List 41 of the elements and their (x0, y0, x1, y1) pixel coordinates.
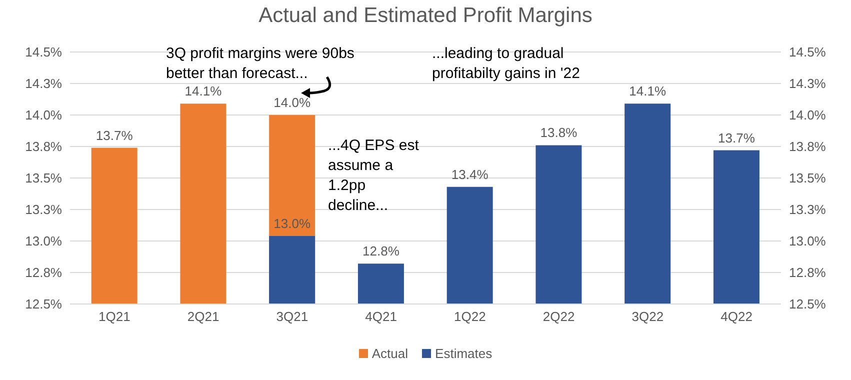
data-label: 14.1% (184, 84, 222, 99)
x-tick-label: 1Q22 (454, 309, 486, 324)
y-tick-label: 13.8% (25, 139, 62, 154)
y-tick-label: 13.5% (25, 170, 62, 186)
y2-tick-label: 12.8% (789, 265, 826, 280)
legend-label: Estimates (434, 346, 492, 361)
y2-tick-label: 14.0% (789, 108, 826, 123)
annotation: 3Q profit margins were 90bs better than forecast... (166, 44, 354, 84)
data-label: 13.7% (718, 130, 756, 146)
y2-tick-label: 13.5% (789, 170, 826, 186)
data-label: 13.4% (451, 166, 489, 182)
annotation: ...4Q EPS est assume a 1.2pp decline... (328, 136, 419, 216)
y-tick-label: 14.5% (25, 44, 62, 60)
data-label: 12.8% (362, 244, 400, 259)
x-tick-label: 4Q21 (365, 309, 397, 324)
data-label: 13.0% (274, 216, 311, 231)
y-tick-label: 14.0% (25, 108, 62, 123)
y2-tick-label: 13.3% (789, 202, 826, 218)
y2-tick-label: 12.5% (789, 296, 826, 312)
data-label: 13.7% (96, 128, 134, 143)
y2-tick-label: 13.8% (789, 139, 826, 154)
y2-tick-label: 14.3% (789, 76, 826, 92)
data-label: 14.1% (629, 84, 666, 99)
x-tick-label: 1Q21 (98, 309, 130, 324)
chart-title: Actual and Estimated Profit Margins (258, 4, 594, 28)
y-tick-label: 12.5% (25, 296, 62, 312)
x-tick-label: 2Q21 (187, 309, 220, 324)
y-tick-label: 13.0% (25, 234, 62, 249)
y-tick-label: 14.3% (25, 76, 62, 92)
legend-label: Actual (370, 346, 408, 361)
y-tick-label: 13.3% (25, 202, 62, 218)
data-label: 14.0% (274, 95, 311, 110)
y-tick-label: 12.8% (25, 265, 62, 280)
data-label: 13.8% (540, 125, 578, 140)
x-tick-label: 3Q21 (276, 309, 308, 324)
x-tick-label: 3Q22 (632, 309, 664, 324)
x-tick-label: 4Q22 (720, 309, 752, 324)
x-tick-label: 2Q22 (542, 309, 575, 324)
y2-tick-label: 13.0% (789, 234, 826, 249)
y2-tick-label: 14.5% (789, 44, 826, 60)
annotation: ...leading to gradual profitabilty gains in '22 (432, 44, 580, 84)
